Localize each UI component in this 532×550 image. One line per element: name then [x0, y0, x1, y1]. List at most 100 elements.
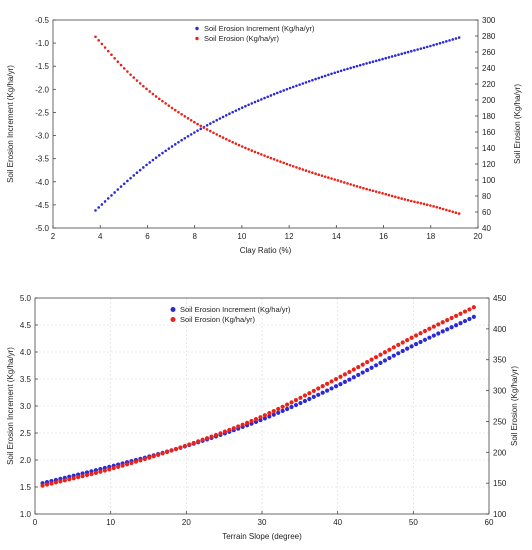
- data-point: [425, 45, 429, 49]
- data-point: [381, 57, 384, 61]
- y-left-axis-label: Soil Erosion Increment (Kg/ha/yr): [6, 65, 15, 183]
- data-point: [462, 318, 468, 324]
- data-point: [458, 321, 463, 326]
- data-point: [224, 137, 228, 141]
- data-point: [221, 136, 225, 139]
- data-point: [212, 131, 215, 135]
- data-point: [199, 124, 203, 128]
- data-point: [167, 147, 171, 150]
- data-point: [368, 188, 372, 192]
- data-point: [325, 388, 330, 393]
- data-point: [266, 95, 270, 99]
- data-point: [436, 331, 441, 336]
- data-point: [448, 209, 451, 213]
- data-point: [422, 202, 426, 206]
- data-point: [449, 315, 454, 321]
- y-left-tick-label: -2.0: [35, 85, 49, 94]
- data-point: [406, 50, 410, 54]
- data-point: [119, 185, 123, 188]
- data-point: [256, 99, 260, 102]
- data-point: [94, 35, 97, 39]
- data-point: [142, 456, 147, 462]
- y-right-tick-label: 150: [493, 479, 507, 488]
- data-point: [173, 143, 177, 146]
- y-left-tick-label: -0.5: [35, 16, 49, 25]
- y-left-tick-label: 5.0: [20, 294, 32, 303]
- data-point: [269, 94, 273, 97]
- data-point: [142, 166, 145, 169]
- data-point: [187, 442, 192, 447]
- legend-label: Soil Erosion Increment (Kg/ha/yr): [204, 24, 315, 33]
- data-point: [382, 358, 388, 363]
- data-point: [403, 51, 407, 55]
- data-point: [291, 85, 295, 89]
- data-point: [406, 198, 410, 202]
- y-left-tick-label: -3.5: [35, 155, 49, 164]
- data-point: [471, 314, 476, 319]
- data-point: [234, 142, 238, 145]
- data-point: [100, 42, 104, 46]
- data-point: [215, 133, 219, 136]
- data-point: [154, 95, 158, 98]
- data-point: [285, 162, 289, 166]
- data-point: [122, 67, 126, 70]
- y-left-tick-label: -4.0: [35, 178, 49, 187]
- data-point: [249, 418, 254, 424]
- data-point: [240, 145, 244, 148]
- data-point: [279, 160, 282, 163]
- x-tick-label: 6: [145, 232, 150, 241]
- data-point: [360, 370, 365, 375]
- data-point: [304, 169, 308, 172]
- data-point: [320, 75, 324, 79]
- data-point: [351, 367, 356, 372]
- data-point: [260, 153, 263, 156]
- data-point: [116, 188, 120, 191]
- plot-frame: [34, 297, 490, 515]
- data-point: [422, 337, 428, 342]
- y-left-tick-label: 4.5: [20, 321, 32, 330]
- data-point: [409, 199, 413, 203]
- data-point: [295, 166, 298, 169]
- data-point: [352, 65, 356, 69]
- data-point: [244, 104, 247, 108]
- data-point: [231, 426, 236, 431]
- data-point: [182, 443, 187, 449]
- y-right-tick-label: 200: [493, 448, 507, 457]
- y-right-tick-label: 350: [493, 356, 507, 365]
- data-point: [276, 410, 281, 415]
- data-point: [247, 103, 250, 107]
- data-point: [320, 174, 324, 177]
- series-increment: [94, 36, 461, 212]
- y-left-tick-label: 2.5: [20, 429, 32, 438]
- data-point: [360, 362, 365, 367]
- data-point: [156, 452, 161, 457]
- data-point: [358, 63, 362, 67]
- data-point: [387, 355, 392, 361]
- data-point: [138, 82, 142, 85]
- data-point: [98, 469, 103, 474]
- data-point: [382, 350, 388, 355]
- data-point: [129, 73, 132, 76]
- data-point: [180, 138, 183, 142]
- data-point: [445, 40, 448, 43]
- clay-ratio-chart: 2 4 6 8 10 12 14 16 18 20 -5.0 -4.5 -4.0 -3.5 -3.0 -2.5…: [6, 16, 522, 255]
- data-point: [419, 201, 423, 205]
- data-point: [453, 323, 459, 328]
- data-point: [425, 203, 429, 207]
- data-point: [157, 97, 161, 101]
- data-point: [384, 56, 388, 60]
- data-point: [302, 393, 308, 398]
- y-left-tick-label: -4.5: [35, 201, 49, 210]
- data-point: [237, 143, 241, 147]
- data-point: [467, 316, 472, 322]
- data-point: [147, 455, 152, 460]
- data-point: [212, 120, 215, 124]
- data-point: [336, 179, 340, 182]
- data-point: [106, 197, 110, 200]
- data-point: [418, 331, 423, 336]
- data-point: [413, 342, 419, 347]
- y-left-tick-label: 1.0: [20, 510, 32, 519]
- data-point: [205, 123, 209, 127]
- data-point: [311, 78, 314, 82]
- data-point: [170, 145, 174, 148]
